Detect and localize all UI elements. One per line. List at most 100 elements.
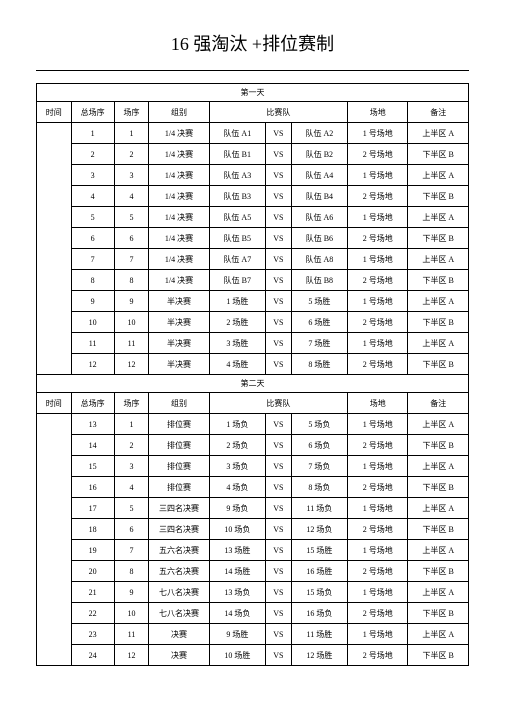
table-row: 2210七八名决赛14 场负VS16 场负2 号场地下半区 B (37, 603, 469, 624)
seq-cell: 3 (114, 165, 149, 186)
note-cell: 下半区 B (408, 354, 469, 375)
seq-cell: 3 (114, 456, 149, 477)
header-venue: 场地 (347, 393, 407, 414)
table-row: 2311决赛9 场胜VS11 场胜1 号场地上半区 A (37, 624, 469, 645)
total-seq-cell: 22 (71, 603, 114, 624)
total-seq-cell: 10 (71, 312, 114, 333)
team1-cell: 1 场负 (209, 414, 265, 435)
seq-cell: 2 (114, 144, 149, 165)
vs-cell: VS (265, 186, 291, 207)
header-match: 比赛队 (209, 102, 347, 123)
team1-cell: 队伍 B3 (209, 186, 265, 207)
group-cell: 1/4 决赛 (149, 228, 209, 249)
group-cell: 1/4 决赛 (149, 270, 209, 291)
note-cell: 下半区 B (408, 645, 469, 666)
seq-cell: 9 (114, 582, 149, 603)
seq-cell: 8 (114, 561, 149, 582)
seq-cell: 9 (114, 291, 149, 312)
team2-cell: 队伍 A6 (291, 207, 347, 228)
team2-cell: 5 场负 (291, 414, 347, 435)
note-cell: 上半区 A (408, 498, 469, 519)
seq-cell: 5 (114, 207, 149, 228)
table-row: 175三四名决赛9 场负VS11 场负1 号场地上半区 A (37, 498, 469, 519)
team1-cell: 4 场负 (209, 477, 265, 498)
seq-cell: 6 (114, 519, 149, 540)
group-cell: 半决赛 (149, 312, 209, 333)
venue-cell: 2 号场地 (347, 186, 407, 207)
group-cell: 1/4 决赛 (149, 144, 209, 165)
group-cell: 三四名决赛 (149, 519, 209, 540)
note-cell: 上半区 A (408, 291, 469, 312)
vs-cell: VS (265, 435, 291, 456)
team2-cell: 6 场胜 (291, 312, 347, 333)
team2-cell: 5 场胜 (291, 291, 347, 312)
seq-cell: 12 (114, 645, 149, 666)
group-cell: 1/4 决赛 (149, 186, 209, 207)
header-match: 比赛队 (209, 393, 347, 414)
team2-cell: 15 场胜 (291, 540, 347, 561)
table-row: 第一天 (37, 84, 469, 102)
header-note: 备注 (408, 102, 469, 123)
venue-cell: 1 号场地 (347, 414, 407, 435)
seq-cell: 11 (114, 333, 149, 354)
group-cell: 半决赛 (149, 333, 209, 354)
day-label: 第一天 (37, 84, 469, 102)
note-cell: 下半区 B (408, 477, 469, 498)
group-cell: 1/4 决赛 (149, 123, 209, 144)
table-row: 99半决赛1 场胜VS5 场胜1 号场地上半区 A (37, 291, 469, 312)
table-row: 1212半决赛4 场胜VS8 场胜2 号场地下半区 B (37, 354, 469, 375)
venue-cell: 1 号场地 (347, 456, 407, 477)
team2-cell: 11 场负 (291, 498, 347, 519)
total-seq-cell: 21 (71, 582, 114, 603)
venue-cell: 2 号场地 (347, 435, 407, 456)
vs-cell: VS (265, 165, 291, 186)
vs-cell: VS (265, 333, 291, 354)
team2-cell: 队伍 B8 (291, 270, 347, 291)
team1-cell: 2 场负 (209, 435, 265, 456)
table-row: 661/4 决赛队伍 B5VS队伍 B62 号场地下半区 B (37, 228, 469, 249)
note-cell: 上半区 A (408, 414, 469, 435)
vs-cell: VS (265, 456, 291, 477)
venue-cell: 2 号场地 (347, 519, 407, 540)
total-seq-cell: 2 (71, 144, 114, 165)
total-seq-cell: 6 (71, 228, 114, 249)
table-row: 1010半决赛2 场胜VS6 场胜2 号场地下半区 B (37, 312, 469, 333)
table-row: 第二天 (37, 375, 469, 393)
team2-cell: 队伍 B6 (291, 228, 347, 249)
team2-cell: 队伍 A4 (291, 165, 347, 186)
team2-cell: 15 场负 (291, 582, 347, 603)
team2-cell: 8 场胜 (291, 354, 347, 375)
vs-cell: VS (265, 645, 291, 666)
note-cell: 上半区 A (408, 540, 469, 561)
venue-cell: 1 号场地 (347, 624, 407, 645)
header-row: 时间总场序场序组别比赛队场地备注 (37, 393, 469, 414)
table-row: 208五六名决赛14 场胜VS16 场胜2 号场地下半区 B (37, 561, 469, 582)
seq-cell: 4 (114, 477, 149, 498)
table-row: 186三四名决赛10 场负VS12 场负2 号场地下半区 B (37, 519, 469, 540)
team1-cell: 14 场负 (209, 603, 265, 624)
team1-cell: 队伍 B7 (209, 270, 265, 291)
note-cell: 上半区 A (408, 123, 469, 144)
header-total-seq: 总场序 (71, 393, 114, 414)
note-cell: 下半区 B (408, 186, 469, 207)
vs-cell: VS (265, 123, 291, 144)
group-cell: 决赛 (149, 645, 209, 666)
table-row: 164排位赛4 场负VS8 场负2 号场地下半区 B (37, 477, 469, 498)
header-time: 时间 (37, 102, 72, 123)
team1-cell: 3 场负 (209, 456, 265, 477)
page-title: 16 强淘汰 +排位赛制 (36, 30, 469, 56)
venue-cell: 1 号场地 (347, 582, 407, 603)
venue-cell: 2 号场地 (347, 354, 407, 375)
venue-cell: 1 号场地 (347, 498, 407, 519)
total-seq-cell: 1 (71, 123, 114, 144)
header-time: 时间 (37, 393, 72, 414)
note-cell: 下半区 B (408, 228, 469, 249)
vs-cell: VS (265, 519, 291, 540)
team2-cell: 7 场胜 (291, 333, 347, 354)
seq-cell: 1 (114, 414, 149, 435)
table-row: 153排位赛3 场负VS7 场负1 号场地上半区 A (37, 456, 469, 477)
team1-cell: 3 场胜 (209, 333, 265, 354)
note-cell: 上半区 A (408, 333, 469, 354)
team1-cell: 10 场负 (209, 519, 265, 540)
note-cell: 上半区 A (408, 624, 469, 645)
